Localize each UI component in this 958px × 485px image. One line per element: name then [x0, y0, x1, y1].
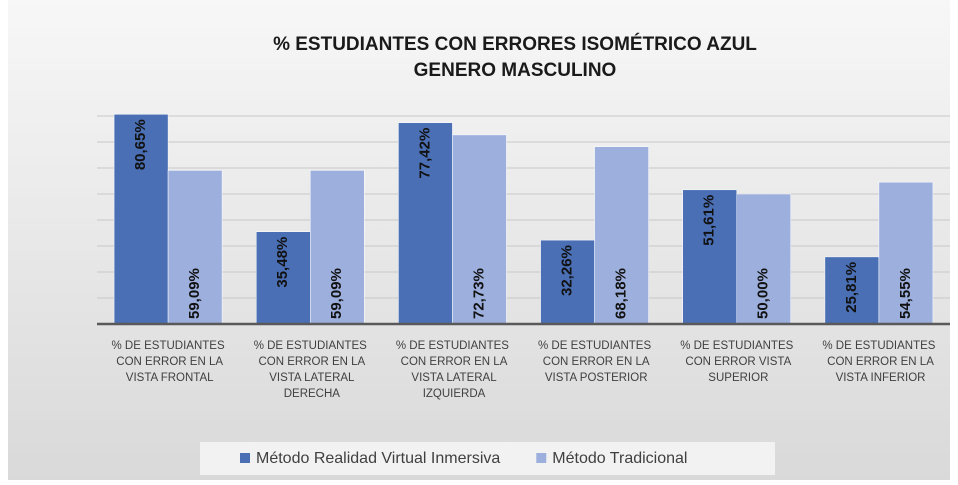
x-tick-label: % DE ESTUDIANTES CON ERROR EN LA VISTA F…	[112, 340, 225, 384]
bar	[594, 146, 649, 325]
x-tick-label: % DE ESTUDIANTES CON ERROR EN LA VISTA L…	[396, 340, 509, 400]
data-label: 25,81%	[843, 262, 860, 313]
data-label: 32,26%	[559, 245, 576, 296]
data-label: 72,73%	[470, 268, 487, 319]
data-label: 50,00%	[755, 268, 772, 319]
bar	[540, 239, 595, 325]
chart-title: % ESTUDIANTES CON ERRORES ISOMÉTRICO AZU…	[273, 33, 757, 55]
chart-subtitle: GENERO MASCULINO	[414, 60, 617, 81]
data-label: 59,09%	[328, 268, 345, 319]
bar	[878, 181, 934, 325]
data-label: 77,42%	[416, 128, 433, 179]
bar	[682, 189, 737, 325]
legend-swatch	[240, 453, 250, 463]
legend-box	[200, 442, 775, 475]
legend-label: Método Realidad Virtual Inmersiva	[256, 450, 500, 467]
bar	[452, 134, 507, 325]
legend-swatch	[536, 453, 547, 463]
x-tick-label: % DE ESTUDIANTES CON ERROR VISTA SUPERIO…	[680, 340, 793, 384]
bar	[736, 193, 791, 325]
data-label: 51,61%	[701, 195, 718, 246]
x-tick-label: % DE ESTUDIANTES CON ERROR EN LA VISTA I…	[822, 340, 935, 384]
data-label: 59,09%	[186, 268, 203, 319]
x-tick-label: % DE ESTUDIANTES CON ERROR EN LA VISTA L…	[254, 340, 367, 400]
data-label: 80,65%	[132, 119, 149, 170]
legend-label: Método Tradicional	[552, 450, 687, 467]
data-label: 68,18%	[613, 268, 630, 319]
bar	[167, 170, 223, 325]
data-label: 54,55%	[897, 268, 914, 319]
bar	[310, 170, 365, 325]
x-tick-label: % DE ESTUDIANTES CON ERROR EN LA VISTA P…	[538, 340, 651, 384]
bar	[824, 256, 880, 325]
bar	[113, 114, 169, 325]
bar	[398, 122, 453, 325]
data-label: 35,48%	[274, 237, 291, 288]
